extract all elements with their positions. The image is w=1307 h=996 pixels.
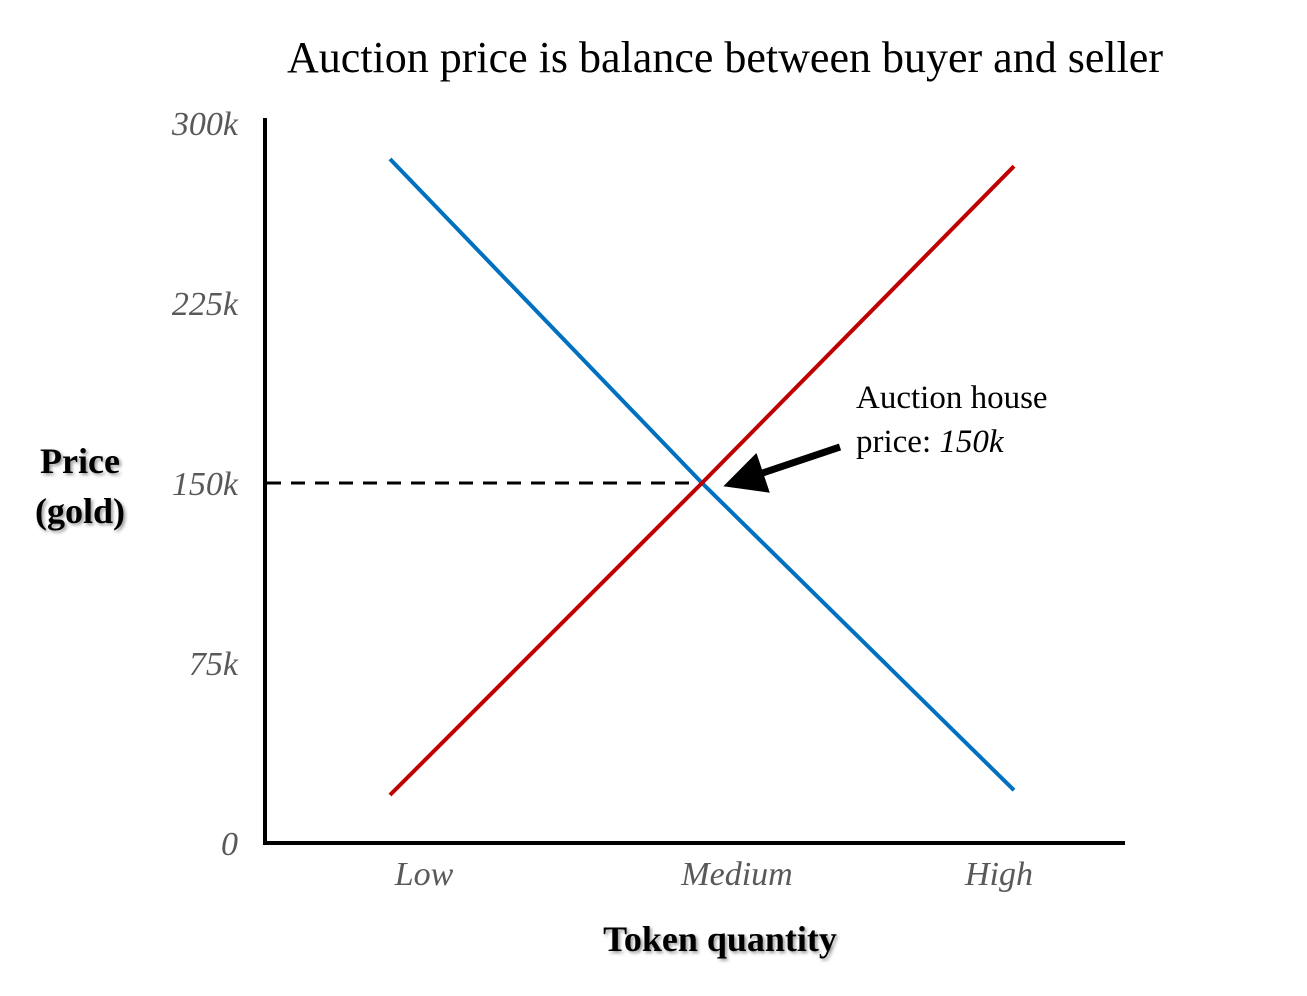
x-tick-label: High	[964, 856, 1033, 893]
series-line	[388, 164, 1016, 797]
x-tick-label: Medium	[680, 856, 792, 893]
chart-title: Auction price is balance between buyer a…	[287, 33, 1163, 82]
y-tick-label: 300k	[171, 106, 239, 143]
y-tick-label: 150k	[172, 466, 239, 503]
y-tick-label: 0	[221, 826, 238, 863]
x-axis-label: Token quantity	[603, 919, 837, 959]
y-tick-label: 75k	[189, 646, 239, 683]
y-tick-label: 225k	[172, 286, 239, 323]
x-tick-label: Low	[394, 856, 454, 893]
annotation-value: 150k	[939, 424, 1004, 460]
y-axis-label: Price (gold)	[35, 441, 125, 531]
annotation-text: Auction house price:	[856, 380, 1048, 460]
annotation-arrow	[723, 443, 842, 493]
series-line	[388, 157, 1016, 792]
annotation: Auction house price: 150k	[856, 376, 1096, 464]
